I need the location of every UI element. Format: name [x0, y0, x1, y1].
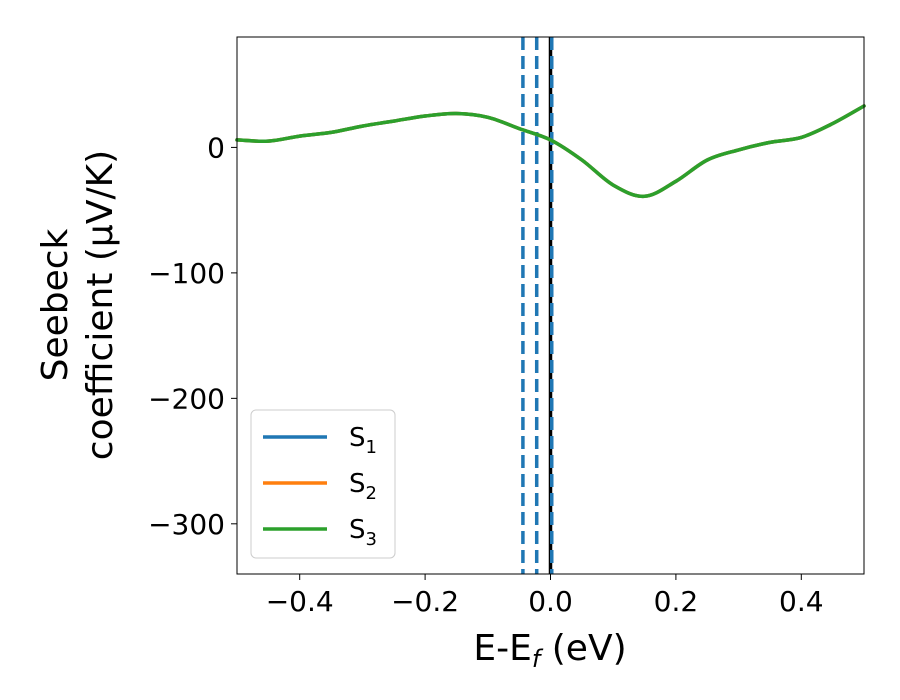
x-tick-label: 0.0	[528, 585, 573, 618]
legend-label-2: S2	[349, 469, 377, 504]
y-axis-title: Seebeck coefficient (μV/K)	[35, 150, 121, 460]
y-axis-title-line1: Seebeck	[35, 228, 76, 381]
x-tick-label: −0.4	[266, 585, 334, 618]
reference-lines	[521, 37, 554, 574]
series-line-3	[235, 104, 866, 199]
legend-label-1: S1	[349, 423, 377, 458]
series-lines	[235, 104, 866, 199]
x-tick-label: 0.2	[654, 585, 699, 618]
x-tick-label: −0.2	[391, 585, 459, 618]
legend-label-3: S3	[349, 515, 377, 550]
y-tick-label: −200	[148, 382, 225, 415]
y-axis-ticks: 0 −100 −200 −300	[148, 131, 237, 541]
y-tick-label: −100	[148, 257, 225, 290]
x-tick-label: 0.4	[779, 585, 824, 618]
legend: S1 S2 S3	[250, 409, 396, 559]
y-tick-label: −300	[148, 508, 225, 541]
y-axis-title-line2: coefficient (μV/K)	[80, 150, 121, 460]
x-axis-title: E-Ef (eV)	[473, 628, 626, 673]
y-tick-label: 0	[207, 131, 225, 164]
x-axis-ticks: −0.4 −0.2 0.0 0.2 0.4	[266, 574, 824, 618]
